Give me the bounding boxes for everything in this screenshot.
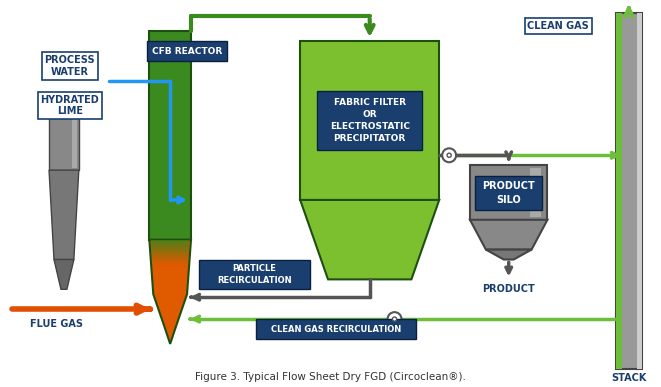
Text: FLUE GAS: FLUE GAS [30, 319, 83, 329]
Text: CLEAN GAS RECIRCULATION: CLEAN GAS RECIRCULATION [271, 325, 401, 334]
Polygon shape [151, 240, 189, 260]
Bar [149, 31, 191, 240]
Bar [616, 13, 642, 369]
Bar [49, 111, 79, 170]
Bar [317, 91, 422, 150]
Text: Figure 3. Typical Flow Sheet Dry FGD (Circoclean®).: Figure 3. Typical Flow Sheet Dry FGD (Ci… [194, 372, 465, 382]
Polygon shape [49, 170, 79, 260]
Polygon shape [151, 240, 189, 255]
Polygon shape [486, 250, 531, 260]
Text: PRODUCT
SILO: PRODUCT SILO [483, 182, 535, 205]
Circle shape [447, 153, 451, 158]
Text: STACK: STACK [611, 373, 646, 383]
Polygon shape [300, 200, 439, 279]
Text: FABRIC FILTER
OR
ELECTROSTATIC
PRECIPITATOR: FABRIC FILTER OR ELECTROSTATIC PRECIPITA… [330, 98, 410, 143]
Bar [147, 41, 227, 61]
Bar [199, 260, 310, 289]
Text: HYDRATED
LIME: HYDRATED LIME [40, 95, 99, 116]
Bar [616, 13, 622, 369]
Polygon shape [151, 240, 189, 252]
Text: PARTICLE
RECIRCULATION: PARTICLE RECIRCULATION [217, 264, 292, 285]
Polygon shape [54, 260, 74, 289]
Polygon shape [151, 240, 189, 245]
Polygon shape [149, 240, 191, 344]
Bar [529, 168, 541, 217]
Polygon shape [151, 240, 189, 257]
Text: PROCESS
WATER: PROCESS WATER [44, 55, 95, 77]
Circle shape [393, 317, 397, 321]
Bar [300, 41, 439, 200]
Bar [72, 113, 77, 168]
Text: CLEAN GAS: CLEAN GAS [527, 21, 589, 31]
Polygon shape [151, 240, 189, 250]
Polygon shape [151, 240, 189, 247]
Bar [256, 319, 416, 339]
Bar [470, 165, 547, 220]
Circle shape [442, 148, 456, 162]
Text: CFB REACTOR: CFB REACTOR [152, 46, 222, 55]
Polygon shape [151, 240, 189, 242]
Polygon shape [470, 220, 547, 250]
Circle shape [387, 312, 401, 326]
Polygon shape [151, 240, 189, 262]
Bar [475, 176, 543, 210]
Text: PRODUCT: PRODUCT [483, 284, 535, 294]
Bar [637, 13, 642, 369]
